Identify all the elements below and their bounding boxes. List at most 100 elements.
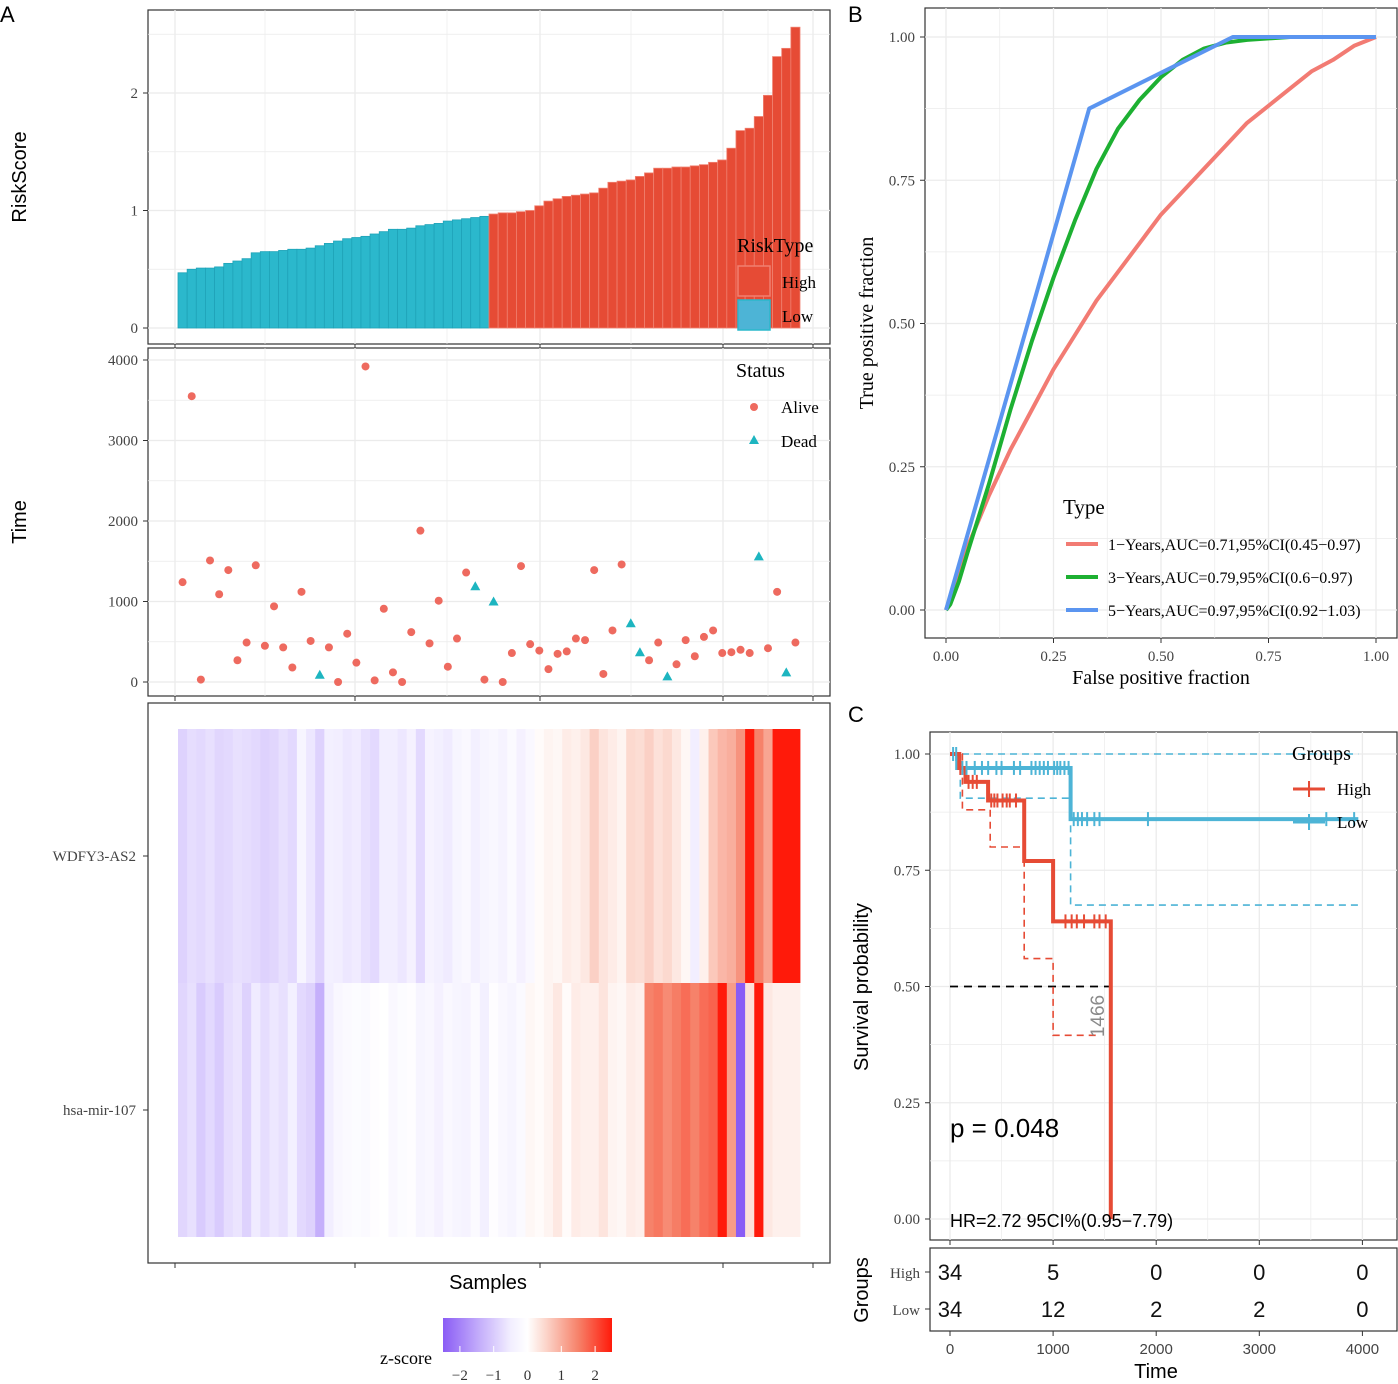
- risk-bar: [772, 56, 783, 329]
- roc-legend-1: 1−Years,AUC=0.71,95%CI(0.45−0.97): [1108, 537, 1361, 554]
- roc-legend-5: 5−Years,AUC=0.97,95%CI(0.92−1.03): [1108, 603, 1361, 620]
- riskscore-ylabel: RiskScore: [9, 131, 31, 222]
- alive-point: [617, 560, 626, 569]
- alive-point: [251, 561, 260, 570]
- heatmap-cell: [607, 983, 618, 1237]
- heatmap-cell: [379, 729, 389, 983]
- alive-point: [334, 678, 343, 686]
- heatmap-cell: [214, 729, 225, 983]
- risk-bar: [424, 224, 435, 329]
- heatmap-cell: [745, 729, 755, 983]
- heatmap-cell: [434, 983, 444, 1237]
- heatmap-cell: [278, 729, 289, 983]
- alive-point: [526, 640, 535, 649]
- heatmap-cell: [489, 729, 499, 983]
- risk-bar: [543, 200, 554, 329]
- heatmap-cell: [315, 983, 325, 1237]
- km-high-ci-lower: [950, 753, 1101, 1037]
- panel-label-a: A: [0, 2, 15, 27]
- heatmap-cell: [278, 983, 289, 1237]
- heatmap-cell: [205, 729, 215, 983]
- heatmap-cell: [598, 983, 609, 1237]
- zscore-tick-label: 2: [591, 1368, 599, 1384]
- alive-point: [544, 665, 553, 674]
- roc-series-line: [944, 35, 1376, 611]
- heatmap-cell: [205, 983, 215, 1237]
- heatmap-cell: [553, 729, 563, 983]
- heatmap-cell: [443, 983, 453, 1237]
- heatmap-cell: [333, 983, 344, 1237]
- dead-point: [634, 647, 645, 657]
- risk-bar: [525, 210, 536, 329]
- km-ytick-label: 0.50: [894, 980, 920, 996]
- risk-bar: [442, 220, 453, 329]
- km-ytick-label: 1.00: [894, 747, 920, 763]
- risk-bar: [314, 245, 325, 329]
- heatmap-cell: [306, 729, 316, 983]
- alive-point: [709, 626, 718, 635]
- legend-swatch-low: [737, 299, 771, 331]
- risk-bar: [662, 167, 673, 329]
- risk-table-cell: 0: [1356, 1260, 1368, 1285]
- heatmap-cell: [306, 983, 316, 1237]
- risktype-legend-low: Low: [782, 307, 814, 326]
- heatmap-cell: [479, 983, 490, 1237]
- heatmap-cell: [342, 983, 353, 1237]
- heatmap-cell: [187, 983, 197, 1237]
- km-pvalue: p = 0.048: [950, 1113, 1059, 1143]
- alive-point: [288, 663, 297, 672]
- heatmap-cell: [543, 983, 554, 1237]
- heatmap-cell: [434, 729, 444, 983]
- heatmap-cell: [726, 729, 737, 983]
- alive-point: [571, 634, 580, 643]
- heatmap-cell: [232, 729, 243, 983]
- heatmap-cell: [415, 983, 426, 1237]
- risk-bar: [790, 26, 801, 329]
- heatmap-cell: [315, 729, 325, 983]
- alive-point: [773, 587, 782, 596]
- risk-bar: [232, 260, 243, 329]
- alive-point: [242, 638, 251, 647]
- heatmap-chart: WDFY3-AS2 hsa-mir-107 Samples z-score −2 −…: [53, 702, 831, 1384]
- alive-point: [681, 636, 690, 645]
- alive-point: [224, 566, 233, 575]
- heatmap-cell: [223, 729, 234, 983]
- roc-ylabel: True positive fraction: [856, 237, 878, 410]
- time-ytick-label: 0: [131, 675, 139, 691]
- heatmap-cell: [370, 729, 380, 983]
- alive-point: [745, 649, 754, 658]
- roc-xtick-label: 1.00: [1363, 649, 1389, 665]
- dead-point: [662, 671, 673, 681]
- risk-table-xtick-label: 4000: [1346, 1341, 1379, 1358]
- heatmap-cell: [635, 729, 645, 983]
- risk-bar: [241, 258, 252, 329]
- heatmap-cell: [617, 983, 627, 1237]
- alive-point: [343, 629, 352, 638]
- alive-point: [553, 649, 562, 658]
- risk-bar: [269, 251, 280, 329]
- risk-bar: [333, 240, 344, 329]
- riskscore-ytick-label: 0: [131, 321, 139, 337]
- riskscore-chart: 0 1 2 RiskScore RiskType High Low: [9, 9, 831, 349]
- heatmap-cell: [242, 729, 252, 983]
- status-legend-title: Status: [736, 360, 785, 382]
- alive-point: [370, 676, 379, 685]
- heatmap-cell: [726, 983, 737, 1237]
- roc-xtick-label: 0.00: [933, 649, 959, 665]
- alive-point: [187, 392, 196, 401]
- roc-series-line: [944, 35, 1377, 611]
- alive-point: [215, 590, 224, 599]
- alive-point: [443, 662, 452, 671]
- status-legend-dead: Dead: [781, 432, 817, 451]
- panel-label-c: C: [848, 702, 864, 727]
- heatmap-row-label: hsa-mir-107: [63, 1103, 137, 1119]
- heatmap-cell: [671, 729, 682, 983]
- roc-xlabel: False positive fraction: [1072, 667, 1250, 689]
- heatmap-cell: [681, 983, 691, 1237]
- time-ylabel: Time: [9, 500, 31, 544]
- heatmap-cell: [287, 729, 298, 983]
- heatmap-cell: [507, 729, 517, 983]
- dead-point: [488, 596, 499, 606]
- risk-bar: [506, 212, 517, 329]
